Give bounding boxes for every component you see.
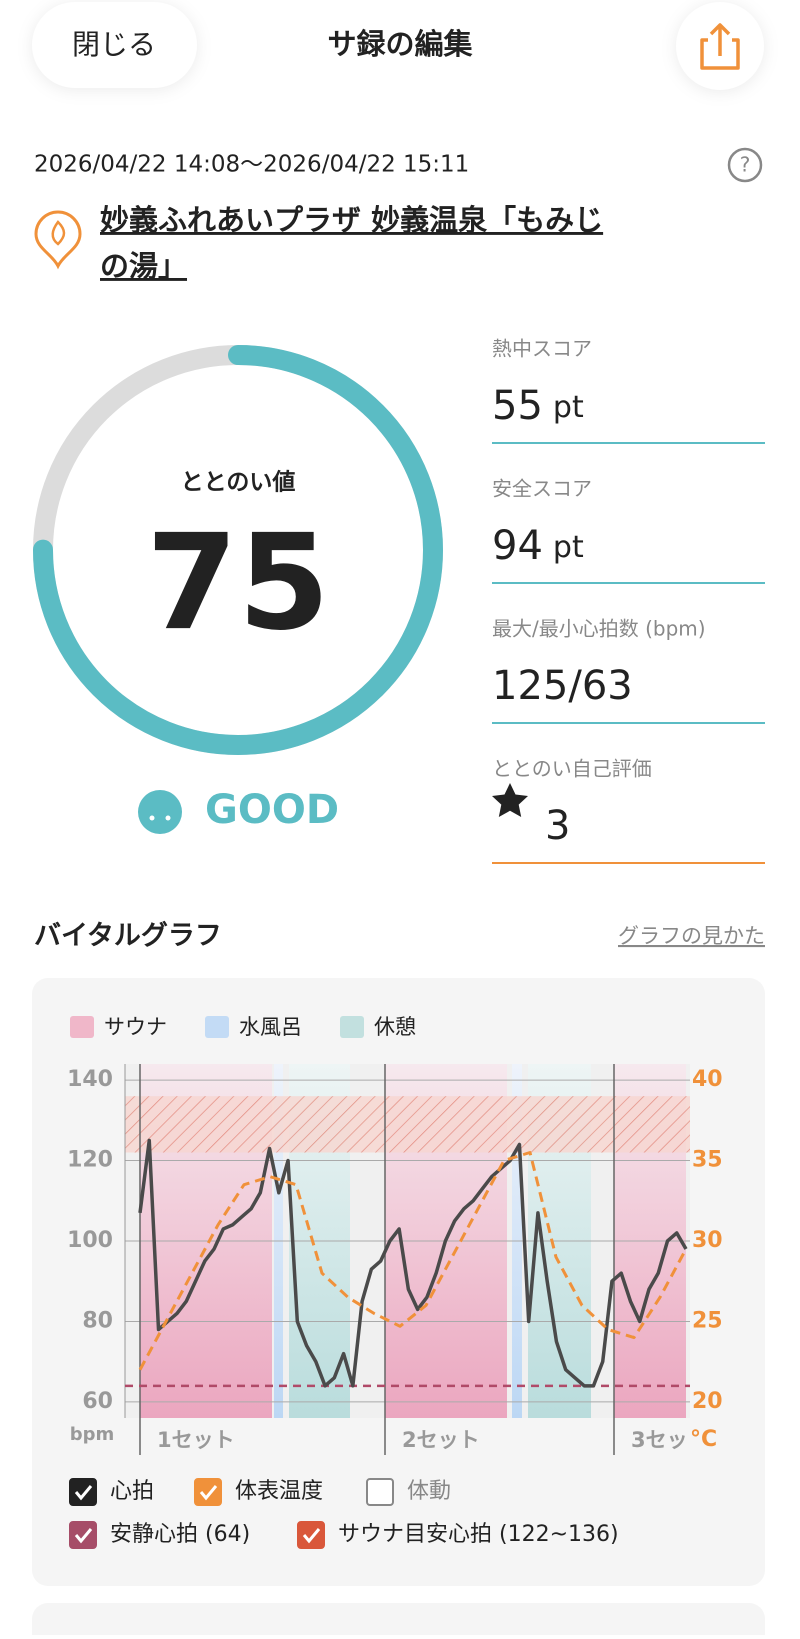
score-label: 最大/最小心拍数 (bpm)	[492, 617, 706, 641]
page-title: サ録の編集	[327, 27, 473, 61]
rating: GOOD	[205, 787, 339, 833]
chart: サウナ 水風呂 休憩 60 80 100 120 140 20 25 30 35 40 bpm °C 1セット…	[67, 1015, 723, 1549]
checkbox[interactable]	[69, 1478, 97, 1506]
help-mark[interactable]: ?	[740, 153, 751, 177]
legend-swatch	[205, 1016, 229, 1038]
close-button[interactable]	[32, 2, 197, 88]
close-label[interactable]: 閉じる	[72, 28, 156, 61]
score-value: 55 pt	[492, 383, 584, 429]
set-label: 3セッ	[631, 1428, 688, 1452]
y2-tick-label: 20	[692, 1389, 723, 1414]
checkbox[interactable]	[297, 1521, 325, 1549]
toggle-label[interactable]: 心拍	[110, 1479, 154, 1504]
graph-button[interactable]	[32, 1603, 765, 1639]
rating-icon-eye	[165, 815, 171, 821]
gauge-value: 75	[146, 506, 330, 660]
legend-label: 水風呂	[239, 1015, 302, 1039]
legend-label: 休憩	[374, 1015, 416, 1039]
checkmark[interactable]	[199, 1485, 218, 1501]
checkbox[interactable]	[366, 1478, 394, 1506]
y-axis-label: bpm	[70, 1424, 115, 1445]
facility-name[interactable]: の湯」	[100, 249, 187, 283]
legend-swatch	[340, 1016, 364, 1038]
period: 2026/04/22 14:08～2026/04/22 15:11	[34, 152, 469, 178]
rating-icon-eye	[149, 815, 155, 821]
checkbox[interactable]	[194, 1478, 222, 1506]
series-line	[138, 1138, 688, 1388]
series-line	[138, 1151, 688, 1371]
score-label: 安全スコア	[492, 477, 592, 501]
facility-name[interactable]: 妙義ふれあいプラザ 妙義温泉「もみじ	[100, 203, 603, 237]
y2-tick-label: 35	[692, 1148, 723, 1173]
toggle-label[interactable]: 体動	[407, 1479, 451, 1504]
score-value: 3	[545, 803, 570, 849]
flame-icon	[51, 220, 66, 246]
y-tick-label: 100	[67, 1228, 113, 1253]
facility-icon	[34, 210, 82, 270]
rating-icon	[138, 790, 182, 834]
graph-title: バイタルグラフ	[34, 920, 222, 952]
score-unit: pt	[553, 530, 584, 565]
graph-help[interactable]: グラフの見かた	[618, 924, 765, 948]
legend-swatch	[70, 1016, 94, 1038]
toggle-label[interactable]: 安静心拍 (64)	[110, 1522, 250, 1547]
score-number: 125/63	[492, 663, 633, 709]
score-value: 94 pt	[492, 523, 584, 569]
y2-tick-label: 30	[692, 1228, 723, 1253]
score-unit: pt	[553, 390, 584, 425]
gauge-arc	[33, 345, 443, 755]
y-tick-label: 120	[67, 1148, 113, 1173]
checkmark[interactable]	[74, 1528, 93, 1544]
share-icon[interactable]	[700, 23, 740, 70]
y2-axis-label: °C	[690, 1427, 717, 1452]
star-icon	[492, 783, 528, 817]
set-label: 2セット	[402, 1428, 480, 1452]
target-hr-zone	[125, 1096, 690, 1153]
set-label: 1セット	[157, 1428, 235, 1452]
legend-label: サウナ	[104, 1015, 167, 1039]
score-number: 94	[492, 523, 543, 569]
score-label: 熱中スコア	[492, 337, 592, 361]
toggle-label[interactable]: 体表温度	[235, 1479, 323, 1504]
checkmark[interactable]	[302, 1528, 321, 1544]
score-value: 125/63	[492, 663, 633, 709]
y2-tick-label: 25	[692, 1308, 723, 1333]
y-tick-label: 140	[67, 1067, 113, 1092]
checkmark[interactable]	[74, 1485, 93, 1501]
toggle-label[interactable]: サウナ目安心拍 (122~136)	[338, 1522, 619, 1547]
help-icon[interactable]	[727, 147, 763, 183]
y-tick-label: 60	[82, 1389, 113, 1414]
gauge-label: ととのい値	[181, 470, 296, 496]
score-number: 55	[492, 383, 543, 429]
y-tick-label: 80	[82, 1308, 113, 1333]
checkbox[interactable]	[69, 1521, 97, 1549]
score-label: ととのい自己評価	[492, 757, 652, 781]
y2-tick-label: 40	[692, 1067, 723, 1092]
score-number: 3	[545, 803, 570, 849]
